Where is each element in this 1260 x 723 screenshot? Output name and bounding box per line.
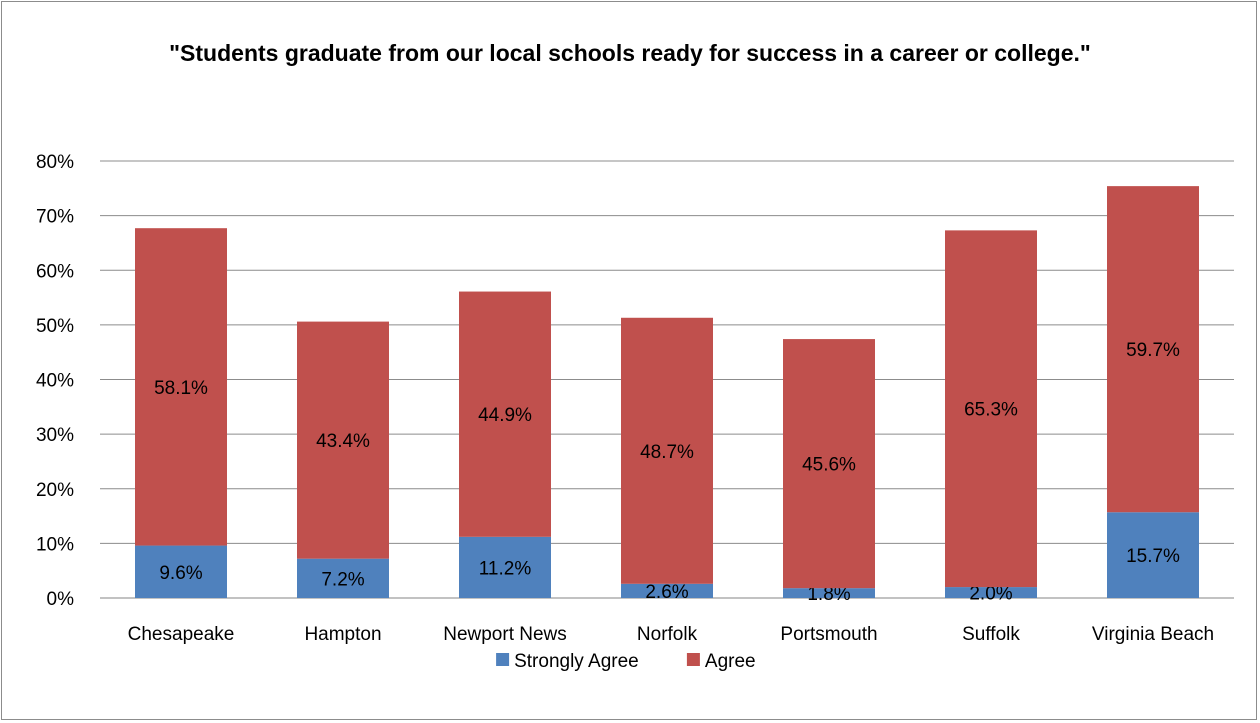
- bar-agree: [297, 321, 389, 559]
- bar-strongly-agree: [459, 536, 551, 598]
- bar-agree: [783, 339, 875, 589]
- data-label: 58.1%: [154, 378, 208, 399]
- data-label: 48.7%: [640, 442, 694, 463]
- data-label: 7.2%: [321, 569, 364, 590]
- y-tick-label: 80%: [36, 152, 74, 173]
- bar-agree: [459, 291, 551, 537]
- bar-agree: [945, 230, 1037, 588]
- data-label: 65.3%: [964, 400, 1018, 421]
- bar-agree: [135, 228, 227, 546]
- bar-strongly-agree: [135, 545, 227, 598]
- bar-strongly-agree: [945, 587, 1037, 598]
- y-tick-label: 20%: [36, 480, 74, 501]
- data-label: 45.6%: [802, 455, 856, 476]
- data-label: 2.6%: [645, 582, 688, 603]
- bar-agree: [621, 317, 713, 584]
- data-label: 2.0%: [969, 584, 1012, 605]
- x-tick-label: Chesapeake: [128, 624, 235, 645]
- x-tick-label: Portsmouth: [780, 624, 877, 645]
- y-tick-label: 0%: [47, 589, 75, 610]
- legend-swatch: [686, 653, 700, 666]
- data-label: 9.6%: [159, 563, 202, 584]
- bar-strongly-agree: [1107, 512, 1199, 598]
- x-tick-label: Norfolk: [637, 624, 698, 645]
- data-label: 15.7%: [1126, 546, 1180, 567]
- data-label: 43.4%: [316, 431, 370, 452]
- bar-strongly-agree: [621, 583, 713, 598]
- y-tick-label: 10%: [36, 534, 74, 555]
- bar-strongly-agree: [783, 588, 875, 598]
- data-label: 11.2%: [479, 558, 532, 579]
- x-tick-label: Newport News: [443, 624, 567, 645]
- legend-label: Agree: [705, 651, 756, 672]
- data-label: 44.9%: [478, 405, 532, 426]
- y-tick-label: 30%: [36, 425, 74, 446]
- bar-strongly-agree: [297, 558, 389, 598]
- chart-title: "Students graduate from our local school…: [169, 40, 1091, 66]
- y-tick-label: 60%: [36, 261, 74, 282]
- legend-label: Strongly Agree: [514, 651, 639, 672]
- x-tick-label: Suffolk: [962, 624, 1020, 645]
- data-label: 59.7%: [1126, 340, 1180, 361]
- data-label: 1.8%: [807, 584, 850, 605]
- y-tick-label: 70%: [36, 207, 74, 228]
- legend-swatch: [496, 653, 510, 666]
- x-tick-label: Virginia Beach: [1092, 624, 1214, 645]
- y-tick-label: 40%: [36, 371, 74, 392]
- bar-agree: [1107, 186, 1199, 513]
- y-tick-label: 50%: [36, 316, 74, 337]
- x-tick-label: Hampton: [304, 624, 381, 645]
